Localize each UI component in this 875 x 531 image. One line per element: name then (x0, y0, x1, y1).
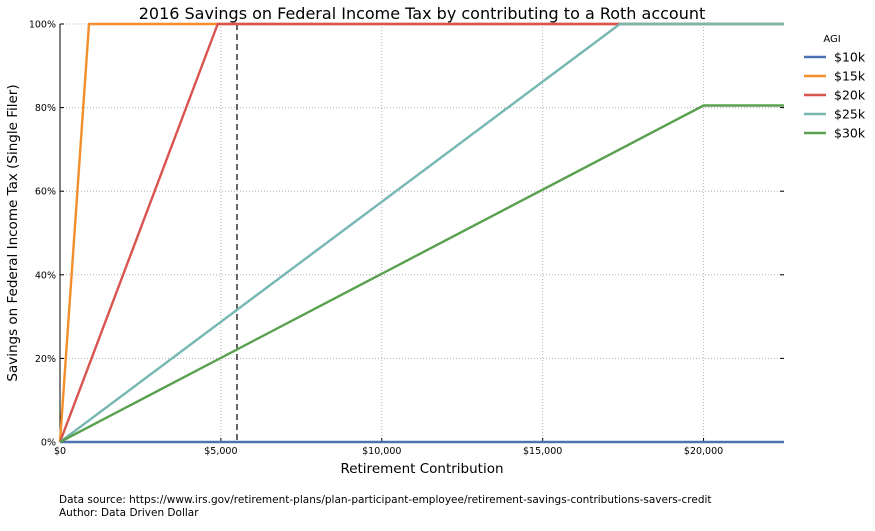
legend-label: $20k (834, 88, 866, 103)
x-tick-label: $20,000 (684, 446, 723, 457)
y-tick-label: 40% (35, 270, 56, 281)
x-tick-label: $10,000 (362, 446, 401, 457)
author-note: Author: Data Driven Dollar (59, 507, 199, 519)
x-axis-label: Retirement Contribution (340, 461, 503, 477)
series-line-30k (59, 104, 784, 444)
y-tick-label: 20% (35, 354, 56, 365)
y-tick-label: 60% (35, 187, 56, 198)
y-tick-label: 100% (29, 20, 56, 31)
x-tick-label: $15,000 (523, 446, 562, 457)
x-tick-label: $0 (54, 446, 66, 457)
y-tick-label: 80% (35, 103, 56, 114)
legend-title: AGI (823, 34, 840, 45)
legend-label: $25k (834, 107, 866, 122)
legend-label: $15k (834, 69, 866, 84)
legend-label: $30k (834, 126, 866, 141)
series-line-15k (58, 22, 784, 443)
legend-label: $10k (834, 50, 866, 65)
y-tick-label: 0% (41, 438, 56, 449)
series-line-20k (58, 22, 784, 443)
x-tick-label: $5,000 (204, 446, 237, 457)
y-axis-label: Savings on Federal Income Tax (Single Fi… (5, 84, 21, 381)
chart-title: 2016 Savings on Federal Income Tax by co… (139, 4, 706, 23)
data-source-note: Data source: https://www.irs.gov/retirem… (59, 494, 712, 506)
series-line-25k (59, 22, 784, 443)
chart-footer: Data source: https://www.irs.gov/retirem… (59, 494, 712, 520)
